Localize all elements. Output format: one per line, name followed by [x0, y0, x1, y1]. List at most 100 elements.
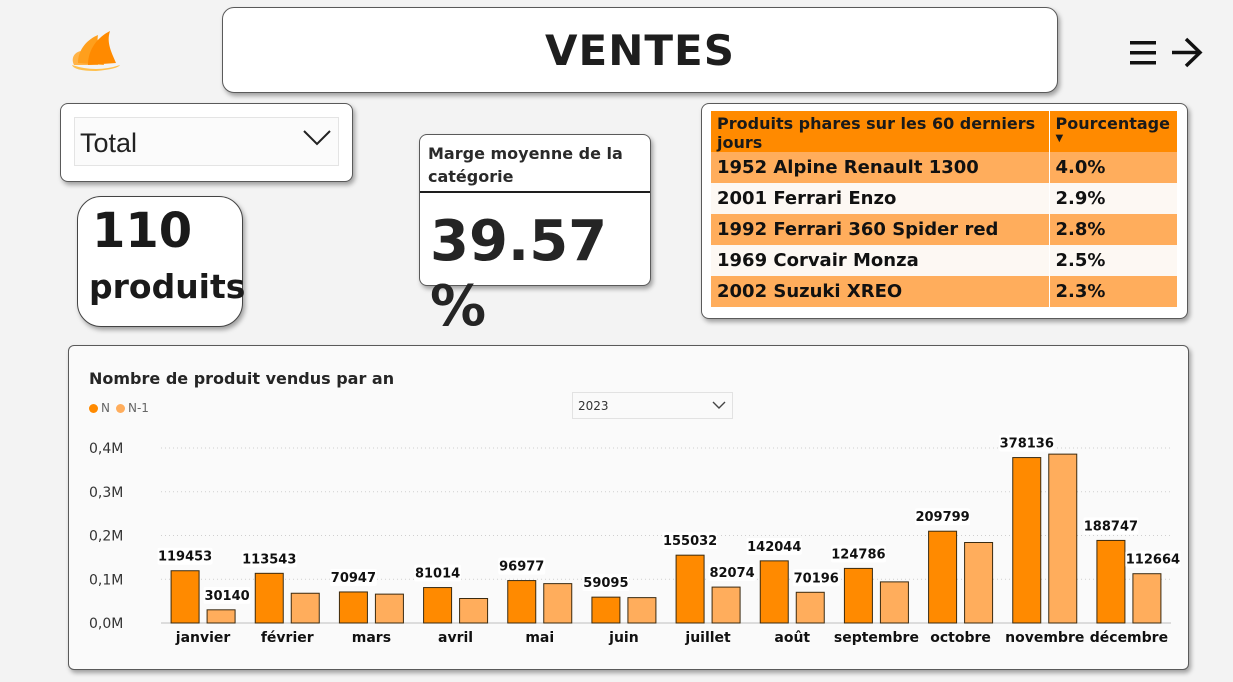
data-label: 142044	[747, 540, 801, 555]
product-name: 1952 Alpine Renault 1300	[711, 152, 1049, 183]
table-row: 1992 Ferrari 360 Spider red 2.8%	[711, 214, 1177, 245]
data-label-bg	[708, 564, 756, 582]
data-label: 59095	[583, 576, 628, 591]
x-category-label: avril	[438, 630, 473, 646]
sales-bar-chart: 0,0M 0,1M 0,2M 0,3M 0,4M 119453 30140 janvier 11…	[89, 434, 1181, 646]
top-products-card: Produits phares sur les 60 derniers jour…	[701, 103, 1188, 319]
data-label: 119453	[158, 550, 212, 565]
column-header-percentage-label: Pourcentage	[1055, 114, 1170, 133]
year-dropdown-value: 2023	[578, 399, 609, 413]
table-row: 1969 Corvair Monza 2.5%	[711, 245, 1177, 276]
bar-n-1	[290, 592, 320, 624]
data-label-bg	[792, 569, 840, 587]
bar-n	[1012, 457, 1042, 624]
data-label-bg	[414, 564, 462, 582]
x-category-label: août	[774, 630, 810, 646]
data-label: 124786	[831, 547, 885, 562]
data-label: 155032	[663, 534, 717, 549]
data-label: 188747	[1084, 519, 1138, 534]
data-label: 378136	[1000, 437, 1054, 452]
legend-item-n-1[interactable]: N-1	[115, 401, 149, 415]
product-percentage: 4.0%	[1048, 152, 1177, 183]
x-category-label: janvier	[175, 630, 231, 646]
table-row: 2001 Ferrari Enzo 2.9%	[711, 183, 1177, 214]
bar-n-1	[1132, 573, 1162, 624]
bar-n-1	[459, 598, 489, 624]
product-percentage: 2.5%	[1048, 245, 1177, 276]
page-title-card: VENTES	[222, 7, 1058, 93]
product-name: 1969 Corvair Monza	[711, 245, 1049, 276]
bar-n	[591, 596, 621, 624]
bar-n	[928, 530, 958, 624]
legend-item-n[interactable]: N	[89, 401, 110, 415]
flame-logo-icon	[72, 31, 120, 71]
data-label-bg	[746, 537, 802, 555]
product-percentage: 2.9%	[1048, 183, 1177, 214]
legend-label-n: N	[101, 401, 110, 415]
sort-descending-icon: ▼	[1055, 133, 1064, 144]
chevron-down-icon	[303, 130, 331, 146]
data-label: 82074	[709, 566, 754, 581]
x-category-label: novembre	[1005, 630, 1084, 646]
year-dropdown[interactable]: 2023	[572, 392, 733, 419]
x-category-label: mai	[525, 630, 554, 646]
column-header-product[interactable]: Produits phares sur les 60 derniers jour…	[711, 111, 1049, 152]
chart-legend: N N-1	[89, 401, 155, 415]
y-tick-label: 0,1M	[89, 572, 123, 588]
data-label-bg	[241, 550, 297, 568]
legend-label-n-1: N-1	[127, 401, 149, 415]
data-label-bg	[662, 532, 718, 550]
bar-n-1	[711, 586, 741, 624]
bar-n-1	[795, 591, 825, 624]
data-label: 70947	[331, 571, 376, 586]
x-category-label: octobre	[930, 630, 991, 646]
bar-n-1	[1048, 453, 1078, 624]
table-row: 1952 Alpine Renault 1300 4.0%	[711, 152, 1177, 183]
chart-title: Nombre de produit vendus par an	[89, 369, 395, 388]
bar-n	[423, 587, 453, 624]
sales-chart-card: 0,0M 0,1M 0,2M 0,3M 0,4M 119453 30140 janvier 11…	[68, 345, 1189, 670]
x-category-label: décembre	[1090, 630, 1168, 646]
data-label: 96977	[499, 560, 544, 575]
data-label: 30140	[204, 589, 249, 604]
bar-n-1	[374, 593, 404, 624]
data-label-bg	[157, 547, 213, 565]
data-label-bg	[582, 574, 630, 592]
margin-label: Marge moyenne de la catégorie	[428, 144, 623, 186]
bar-n-1	[543, 583, 573, 624]
data-label-bg	[498, 557, 546, 575]
y-tick-label: 0,4M	[89, 441, 123, 457]
data-label-bg	[914, 508, 971, 526]
y-tick-label: 0,3M	[89, 485, 123, 501]
bar-n-1	[964, 542, 994, 624]
category-dropdown[interactable]: Total	[74, 117, 339, 166]
bar-n	[170, 570, 200, 624]
data-label-bg	[830, 545, 887, 563]
bar-n	[843, 567, 873, 624]
data-label: 113543	[242, 552, 296, 567]
product-count-card: 110 produits	[77, 196, 246, 327]
top-products-table: Produits phares sur les 60 derniers jour…	[711, 111, 1177, 307]
legend-swatch-n-1	[115, 403, 125, 413]
product-count-label: produits	[89, 267, 246, 306]
data-label: 112664	[1126, 553, 1180, 568]
data-label: 209799	[915, 510, 969, 525]
y-tick-label: 0,2M	[89, 529, 123, 545]
bar-n	[507, 580, 537, 624]
margin-divider	[420, 191, 650, 193]
column-header-percentage[interactable]: Pourcentage ▼	[1048, 111, 1177, 152]
bar-n	[338, 591, 368, 624]
x-category-label: juillet	[684, 630, 731, 646]
bar-n-1	[879, 581, 909, 624]
category-dropdown-value: Total	[80, 128, 138, 158]
product-percentage: 2.3%	[1048, 276, 1177, 307]
product-name: 1992 Ferrari 360 Spider red	[711, 214, 1049, 245]
menu-arrow-icon[interactable]	[1128, 36, 1204, 70]
y-tick-label: 0,0M	[89, 616, 123, 632]
x-category-label: mars	[352, 630, 391, 646]
table-row: 2002 Suzuki XREO 2.3%	[711, 276, 1177, 307]
x-category-label: février	[261, 630, 314, 646]
product-count-value: 110	[92, 203, 193, 259]
data-label-bg	[1083, 517, 1139, 535]
table-header-row: Produits phares sur les 60 derniers jour…	[711, 111, 1177, 152]
